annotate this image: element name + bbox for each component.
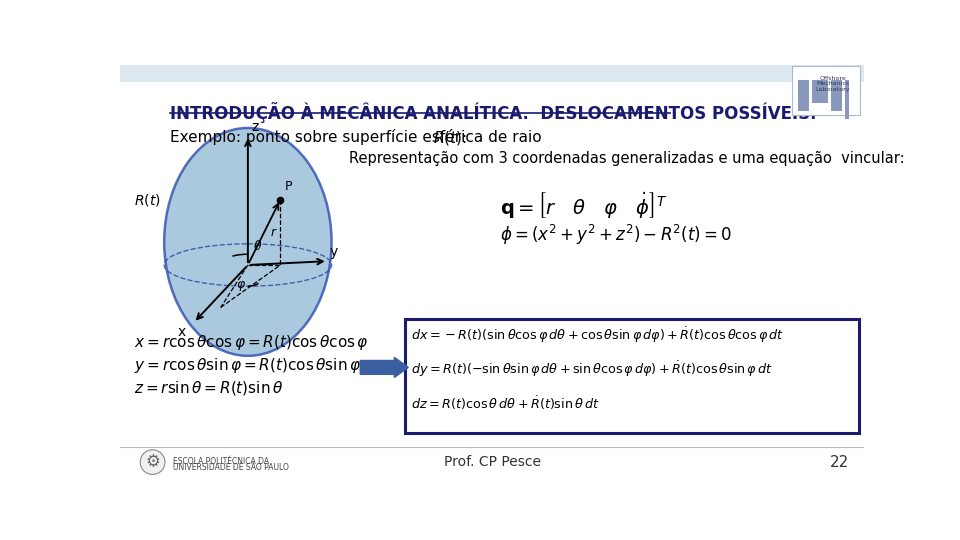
- Text: INTRODUÇÃO À MECÂNICA ANALÍTICA.  DESLOCAMENTOS POSSÍVEIS.: INTRODUÇÃO À MECÂNICA ANALÍTICA. DESLOCA…: [170, 102, 817, 123]
- Text: Offshore
Mechanics
Laboratory: Offshore Mechanics Laboratory: [816, 76, 851, 92]
- Text: Prof. CP Pesce: Prof. CP Pesce: [444, 455, 540, 469]
- Text: $dx = -R(t)(\sin\theta\cos\varphi\,d\theta + \cos\theta\sin\varphi\,d\varphi) + : $dx = -R(t)(\sin\theta\cos\varphi\,d\the…: [412, 325, 784, 345]
- Text: $\mathbf{q} = \left[r \quad \theta \quad \varphi \quad \dot{\phi}\right]^T$: $\mathbf{q} = \left[r \quad \theta \quad…: [500, 190, 667, 220]
- Text: z: z: [251, 120, 258, 134]
- Bar: [845, 80, 850, 119]
- Text: Representação com 3 coordenadas generalizadas e uma equação  vincular:: Representação com 3 coordenadas generali…: [348, 151, 904, 166]
- Text: $y = r\cos\theta\sin\varphi = R(t)\cos\theta\sin\varphi$: $y = r\cos\theta\sin\varphi = R(t)\cos\t…: [134, 356, 361, 375]
- Text: $R(t)$: $R(t)$: [133, 192, 160, 207]
- Text: x: x: [178, 325, 186, 339]
- Text: $dz = R(t)\cos\theta\,d\theta + \dot{R}(t)\sin\theta\,dt$: $dz = R(t)\cos\theta\,d\theta + \dot{R}(…: [412, 394, 600, 412]
- FancyBboxPatch shape: [405, 319, 858, 433]
- Bar: [120, 65, 864, 82]
- Text: y: y: [330, 245, 338, 259]
- Text: $z = r\sin\theta = R(t)\sin\theta$: $z = r\sin\theta = R(t)\sin\theta$: [134, 379, 283, 397]
- FancyArrow shape: [360, 357, 408, 377]
- Text: Exemplo: ponto sobre superfície esférica de raio: Exemplo: ponto sobre superfície esférica…: [170, 129, 547, 145]
- Text: ESCOLA POLITÉCNICA DA: ESCOLA POLITÉCNICA DA: [173, 457, 269, 465]
- Text: r: r: [271, 226, 276, 239]
- Text: 22: 22: [829, 455, 849, 470]
- Text: $\phi = (x^2 + y^2 + z^2) - R^2(t) = 0$: $\phi = (x^2 + y^2 + z^2) - R^2(t) = 0$: [500, 222, 732, 247]
- Text: $dy = R(t)(-\sin\theta\sin\varphi\,d\theta + \sin\theta\cos\varphi\,d\varphi) + : $dy = R(t)(-\sin\theta\sin\varphi\,d\the…: [412, 359, 774, 379]
- Bar: [830, 80, 842, 111]
- Text: $\theta$: $\theta$: [253, 239, 263, 253]
- Text: P: P: [284, 180, 292, 193]
- Text: $R(t)$:: $R(t)$:: [433, 129, 467, 147]
- Ellipse shape: [164, 128, 331, 356]
- FancyBboxPatch shape: [792, 65, 860, 115]
- Bar: [812, 80, 828, 103]
- Text: ⚙: ⚙: [145, 453, 160, 471]
- Text: UNIVERSIDADE DE SÃO PAULO: UNIVERSIDADE DE SÃO PAULO: [173, 463, 289, 472]
- Circle shape: [140, 450, 165, 475]
- Bar: [798, 80, 809, 111]
- Text: $x = r\cos\theta\cos\varphi = R(t)\cos\theta\cos\varphi$: $x = r\cos\theta\cos\varphi = R(t)\cos\t…: [134, 333, 369, 352]
- Text: $\varphi$: $\varphi$: [236, 279, 247, 293]
